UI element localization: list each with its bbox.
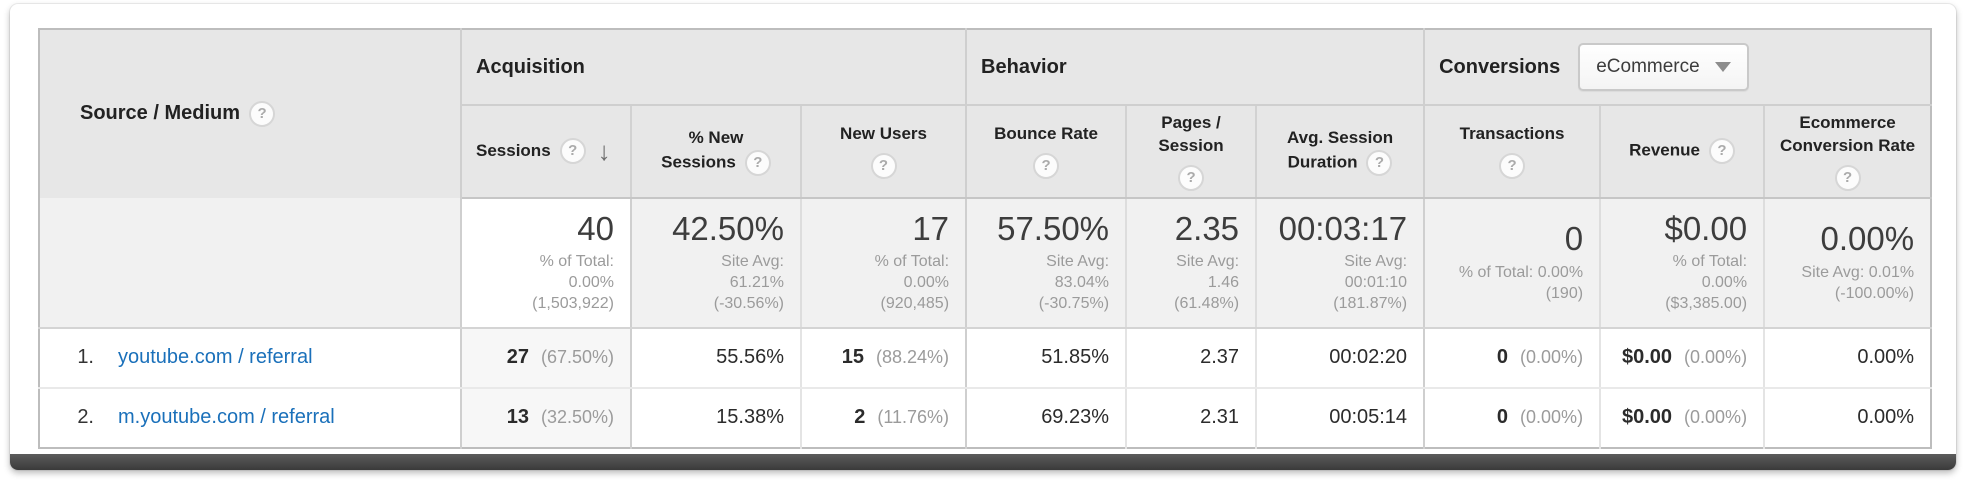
column-header-bounce-rate[interactable]: Bounce Rate? — [965, 105, 1127, 199]
dimension-header-source-medium[interactable]: Source / Medium? — [39, 29, 462, 198]
summary-new-users: 17 % of Total: 0.00% (920,485) — [799, 197, 967, 329]
cell-revenue: $0.00 (0.00%) — [1599, 387, 1765, 448]
row-rank: 1. — [77, 346, 94, 369]
help-icon[interactable]: ? — [249, 101, 276, 128]
column-header-pages-session[interactable]: Pages / Session? — [1125, 105, 1257, 199]
sort-descending-icon[interactable]: ↓ — [597, 135, 611, 166]
help-icon[interactable]: ? — [559, 138, 586, 165]
group-header-behavior: Behavior — [965, 29, 1425, 106]
column-header-sessions[interactable]: Sessions? ↓ — [460, 105, 631, 199]
help-icon[interactable]: ? — [1499, 153, 1526, 180]
group-label: Behavior — [981, 55, 1067, 78]
cell-sessions: 27 (67.50%) — [460, 327, 631, 389]
dropdown-arrow-icon — [1714, 62, 1731, 72]
window-bottom-edge — [10, 454, 1956, 470]
cell-sessions: 13 (32.50%) — [460, 387, 631, 448]
conversions-goal-selector[interactable]: eCommerce — [1578, 43, 1749, 91]
cell-pages-session: 2.31 — [1125, 387, 1257, 448]
column-header-transactions[interactable]: Transactions? — [1423, 105, 1601, 199]
cell-bounce-rate: 69.23% — [965, 387, 1127, 448]
help-icon[interactable]: ? — [1709, 138, 1735, 165]
cell-new-users: 2 (11.76%) — [799, 387, 967, 448]
cell-ecommerce-conversion-rate: 0.00% — [1763, 327, 1932, 389]
help-icon[interactable]: ? — [1366, 149, 1393, 176]
column-header-ecommerce-conversion-rate[interactable]: Ecommerce Conversion Rate? — [1763, 105, 1932, 199]
summary-dimension-cell — [39, 197, 461, 329]
summary-avg-session-duration: 00:03:17 Site Avg: 00:01:10 (181.87%) — [1255, 197, 1425, 329]
group-label: Conversions — [1439, 55, 1561, 78]
source-medium-link[interactable]: youtube.com / referral — [118, 346, 313, 369]
help-icon[interactable]: ? — [1834, 164, 1861, 191]
cell-pages-session: 2.37 — [1125, 327, 1257, 389]
column-header-percent-new-sessions[interactable]: % New Sessions? — [630, 105, 801, 199]
source-medium-link[interactable]: m.youtube.com / referral — [118, 406, 335, 429]
source-medium-table: Source / Medium? Acquisition Behavior Co… — [38, 28, 1933, 449]
summary-percent-new-sessions: 42.50% Site Avg: 61.21% (-30.56%) — [630, 197, 801, 329]
help-icon[interactable]: ? — [744, 149, 771, 176]
cell-revenue: $0.00 (0.00%) — [1599, 327, 1765, 389]
cell-percent-new-sessions: 55.56% — [630, 327, 801, 389]
cell-transactions: 0 (0.00%) — [1423, 327, 1601, 389]
group-label: Acquisition — [476, 55, 585, 78]
analytics-table-card: Source / Medium? Acquisition Behavior Co… — [10, 4, 1956, 470]
column-header-avg-session-duration[interactable]: Avg. Session Duration? — [1255, 105, 1425, 199]
summary-ecommerce-conversion-rate: 0.00% Site Avg: 0.01% (-100.00%) — [1763, 197, 1932, 329]
summary-transactions: 0 % of Total: 0.00% (190) — [1423, 197, 1601, 329]
help-icon[interactable]: ? — [1178, 164, 1205, 191]
cell-bounce-rate: 51.85% — [965, 327, 1127, 389]
dimension-header-label: Source / Medium — [80, 102, 241, 125]
help-icon[interactable]: ? — [1033, 153, 1060, 180]
row-dimension-cell: 1. youtube.com / referral — [39, 327, 461, 389]
cell-transactions: 0 (0.00%) — [1423, 387, 1601, 448]
summary-bounce-rate: 57.50% Site Avg: 83.04% (-30.75%) — [965, 197, 1127, 329]
group-header-acquisition: Acquisition — [459, 29, 967, 106]
row-dimension-cell: 2. m.youtube.com / referral — [39, 387, 461, 448]
cell-new-users: 15 (88.24%) — [799, 327, 967, 389]
summary-revenue: $0.00 % of Total: 0.00% ($3,385.00) — [1599, 197, 1765, 329]
column-header-new-users[interactable]: New Users? — [799, 105, 967, 199]
selector-value: eCommerce — [1596, 56, 1700, 77]
summary-sessions: 40 % of Total: 0.00% (1,503,922) — [460, 197, 631, 329]
cell-avg-session-duration: 00:05:14 — [1255, 387, 1425, 448]
cell-avg-session-duration: 00:02:20 — [1255, 327, 1425, 389]
row-rank: 2. — [77, 406, 94, 429]
help-icon[interactable]: ? — [870, 153, 897, 180]
cell-ecommerce-conversion-rate: 0.00% — [1763, 387, 1932, 448]
column-header-revenue[interactable]: Revenue? — [1599, 105, 1765, 199]
summary-pages-session: 2.35 Site Avg: 1.46 (61.48%) — [1125, 197, 1257, 329]
cell-percent-new-sessions: 15.38% — [630, 387, 801, 448]
group-header-conversions: Conversions eCommerce — [1423, 29, 1932, 106]
